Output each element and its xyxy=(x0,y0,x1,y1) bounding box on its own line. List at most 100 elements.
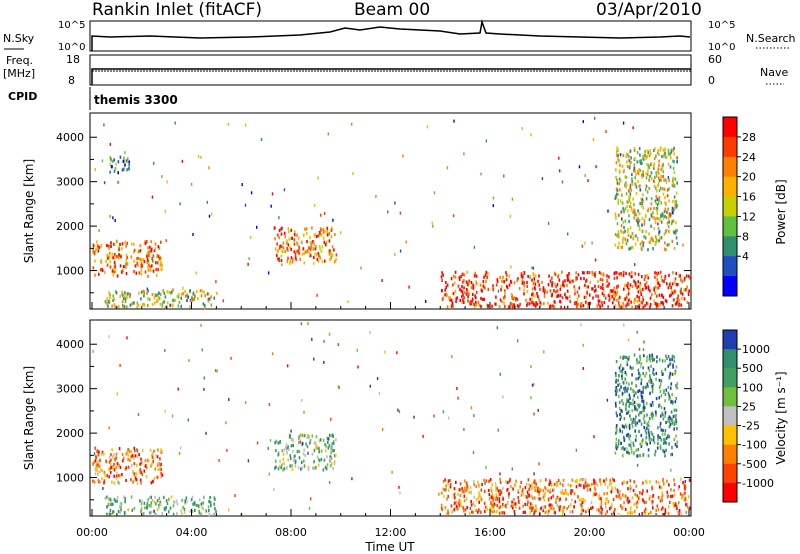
data-cell xyxy=(522,504,524,508)
data-cell xyxy=(97,453,100,457)
data-cell xyxy=(495,295,497,299)
data-cell xyxy=(647,248,649,252)
data-cell xyxy=(652,413,654,417)
data-cell xyxy=(513,499,515,503)
data-cell xyxy=(502,497,504,501)
data-cell xyxy=(619,363,622,368)
data-cell xyxy=(135,478,138,482)
data-cell xyxy=(548,503,551,507)
data-cell xyxy=(614,293,617,297)
data-cell xyxy=(627,292,630,296)
data-cell xyxy=(162,289,164,293)
data-cell xyxy=(657,197,660,201)
data-region xyxy=(104,288,218,310)
data-cell xyxy=(504,291,506,295)
data-cell xyxy=(207,505,210,509)
data-cell xyxy=(457,507,460,511)
data-cell xyxy=(551,483,553,487)
data-cell xyxy=(494,481,497,486)
data-cell xyxy=(637,368,640,372)
data-cell xyxy=(639,188,642,192)
data-cell xyxy=(670,382,673,386)
data-cell xyxy=(313,466,316,470)
data-cell xyxy=(93,250,96,254)
data-region xyxy=(92,446,164,485)
data-cell xyxy=(662,302,664,306)
data-cell xyxy=(625,271,627,275)
data-cell xyxy=(307,467,310,471)
data-cell xyxy=(525,298,527,302)
data-cell xyxy=(649,305,651,309)
data-cell xyxy=(491,504,493,508)
data-cell xyxy=(207,299,210,303)
data-cell xyxy=(657,507,660,512)
data-cell xyxy=(542,286,545,290)
data-cell xyxy=(481,482,483,486)
data-cell xyxy=(672,363,674,367)
data-cell xyxy=(160,267,162,271)
data-cell xyxy=(597,279,599,283)
data-cell xyxy=(130,455,133,459)
data-cell xyxy=(638,360,640,364)
data-cell xyxy=(486,507,489,511)
data-cell xyxy=(450,504,453,508)
data-cell xyxy=(138,470,141,474)
data-cell xyxy=(678,298,680,302)
data-cell xyxy=(660,438,663,442)
data-cell xyxy=(527,492,529,496)
data-cell xyxy=(465,489,467,493)
data-cell xyxy=(440,275,443,279)
data-cell xyxy=(644,274,647,278)
data-region xyxy=(440,477,691,517)
data-cell xyxy=(664,511,667,515)
data-cell xyxy=(642,408,644,412)
data-cell xyxy=(144,270,147,274)
noise-cell xyxy=(584,241,586,245)
colorbar-swatch xyxy=(723,330,737,350)
data-cell xyxy=(115,456,117,460)
data-cell xyxy=(480,497,483,502)
data-cell xyxy=(158,496,161,500)
data-cell xyxy=(177,295,180,299)
data-cell xyxy=(621,377,623,381)
data-cell xyxy=(628,443,630,447)
noise-cell xyxy=(582,343,584,347)
data-cell xyxy=(656,189,658,193)
noise-cell xyxy=(360,266,362,270)
data-cell xyxy=(547,283,550,287)
data-cell xyxy=(637,272,640,276)
data-cell xyxy=(106,243,108,247)
data-cell xyxy=(294,230,296,234)
data-cell xyxy=(633,301,635,305)
data-cell xyxy=(196,503,198,508)
data-cell xyxy=(648,354,651,358)
data-cell xyxy=(318,254,320,258)
data-cell xyxy=(643,222,646,226)
data-cell xyxy=(139,478,142,482)
data-cell xyxy=(651,215,654,219)
data-cell xyxy=(294,464,297,468)
data-cell xyxy=(657,281,659,285)
data-cell xyxy=(670,222,673,226)
data-cell xyxy=(121,300,124,304)
data-cell xyxy=(104,300,107,304)
data-cell xyxy=(147,274,149,278)
data-cell xyxy=(526,503,529,507)
noise-cell xyxy=(606,398,609,402)
noise-cell xyxy=(247,459,250,463)
data-cell xyxy=(620,272,622,276)
data-cell xyxy=(659,146,662,150)
data-cell xyxy=(647,276,649,280)
data-cell xyxy=(158,246,161,250)
data-cell xyxy=(503,296,505,300)
data-cell xyxy=(466,289,469,293)
data-cell xyxy=(629,401,631,405)
y-tick-label: 4000 xyxy=(56,131,84,144)
data-cell xyxy=(278,228,281,233)
data-cell xyxy=(635,384,637,388)
data-cell xyxy=(632,441,635,445)
noise-cell xyxy=(270,204,272,208)
data-cell xyxy=(510,302,512,306)
data-cell xyxy=(151,453,153,457)
data-cell xyxy=(648,232,650,236)
